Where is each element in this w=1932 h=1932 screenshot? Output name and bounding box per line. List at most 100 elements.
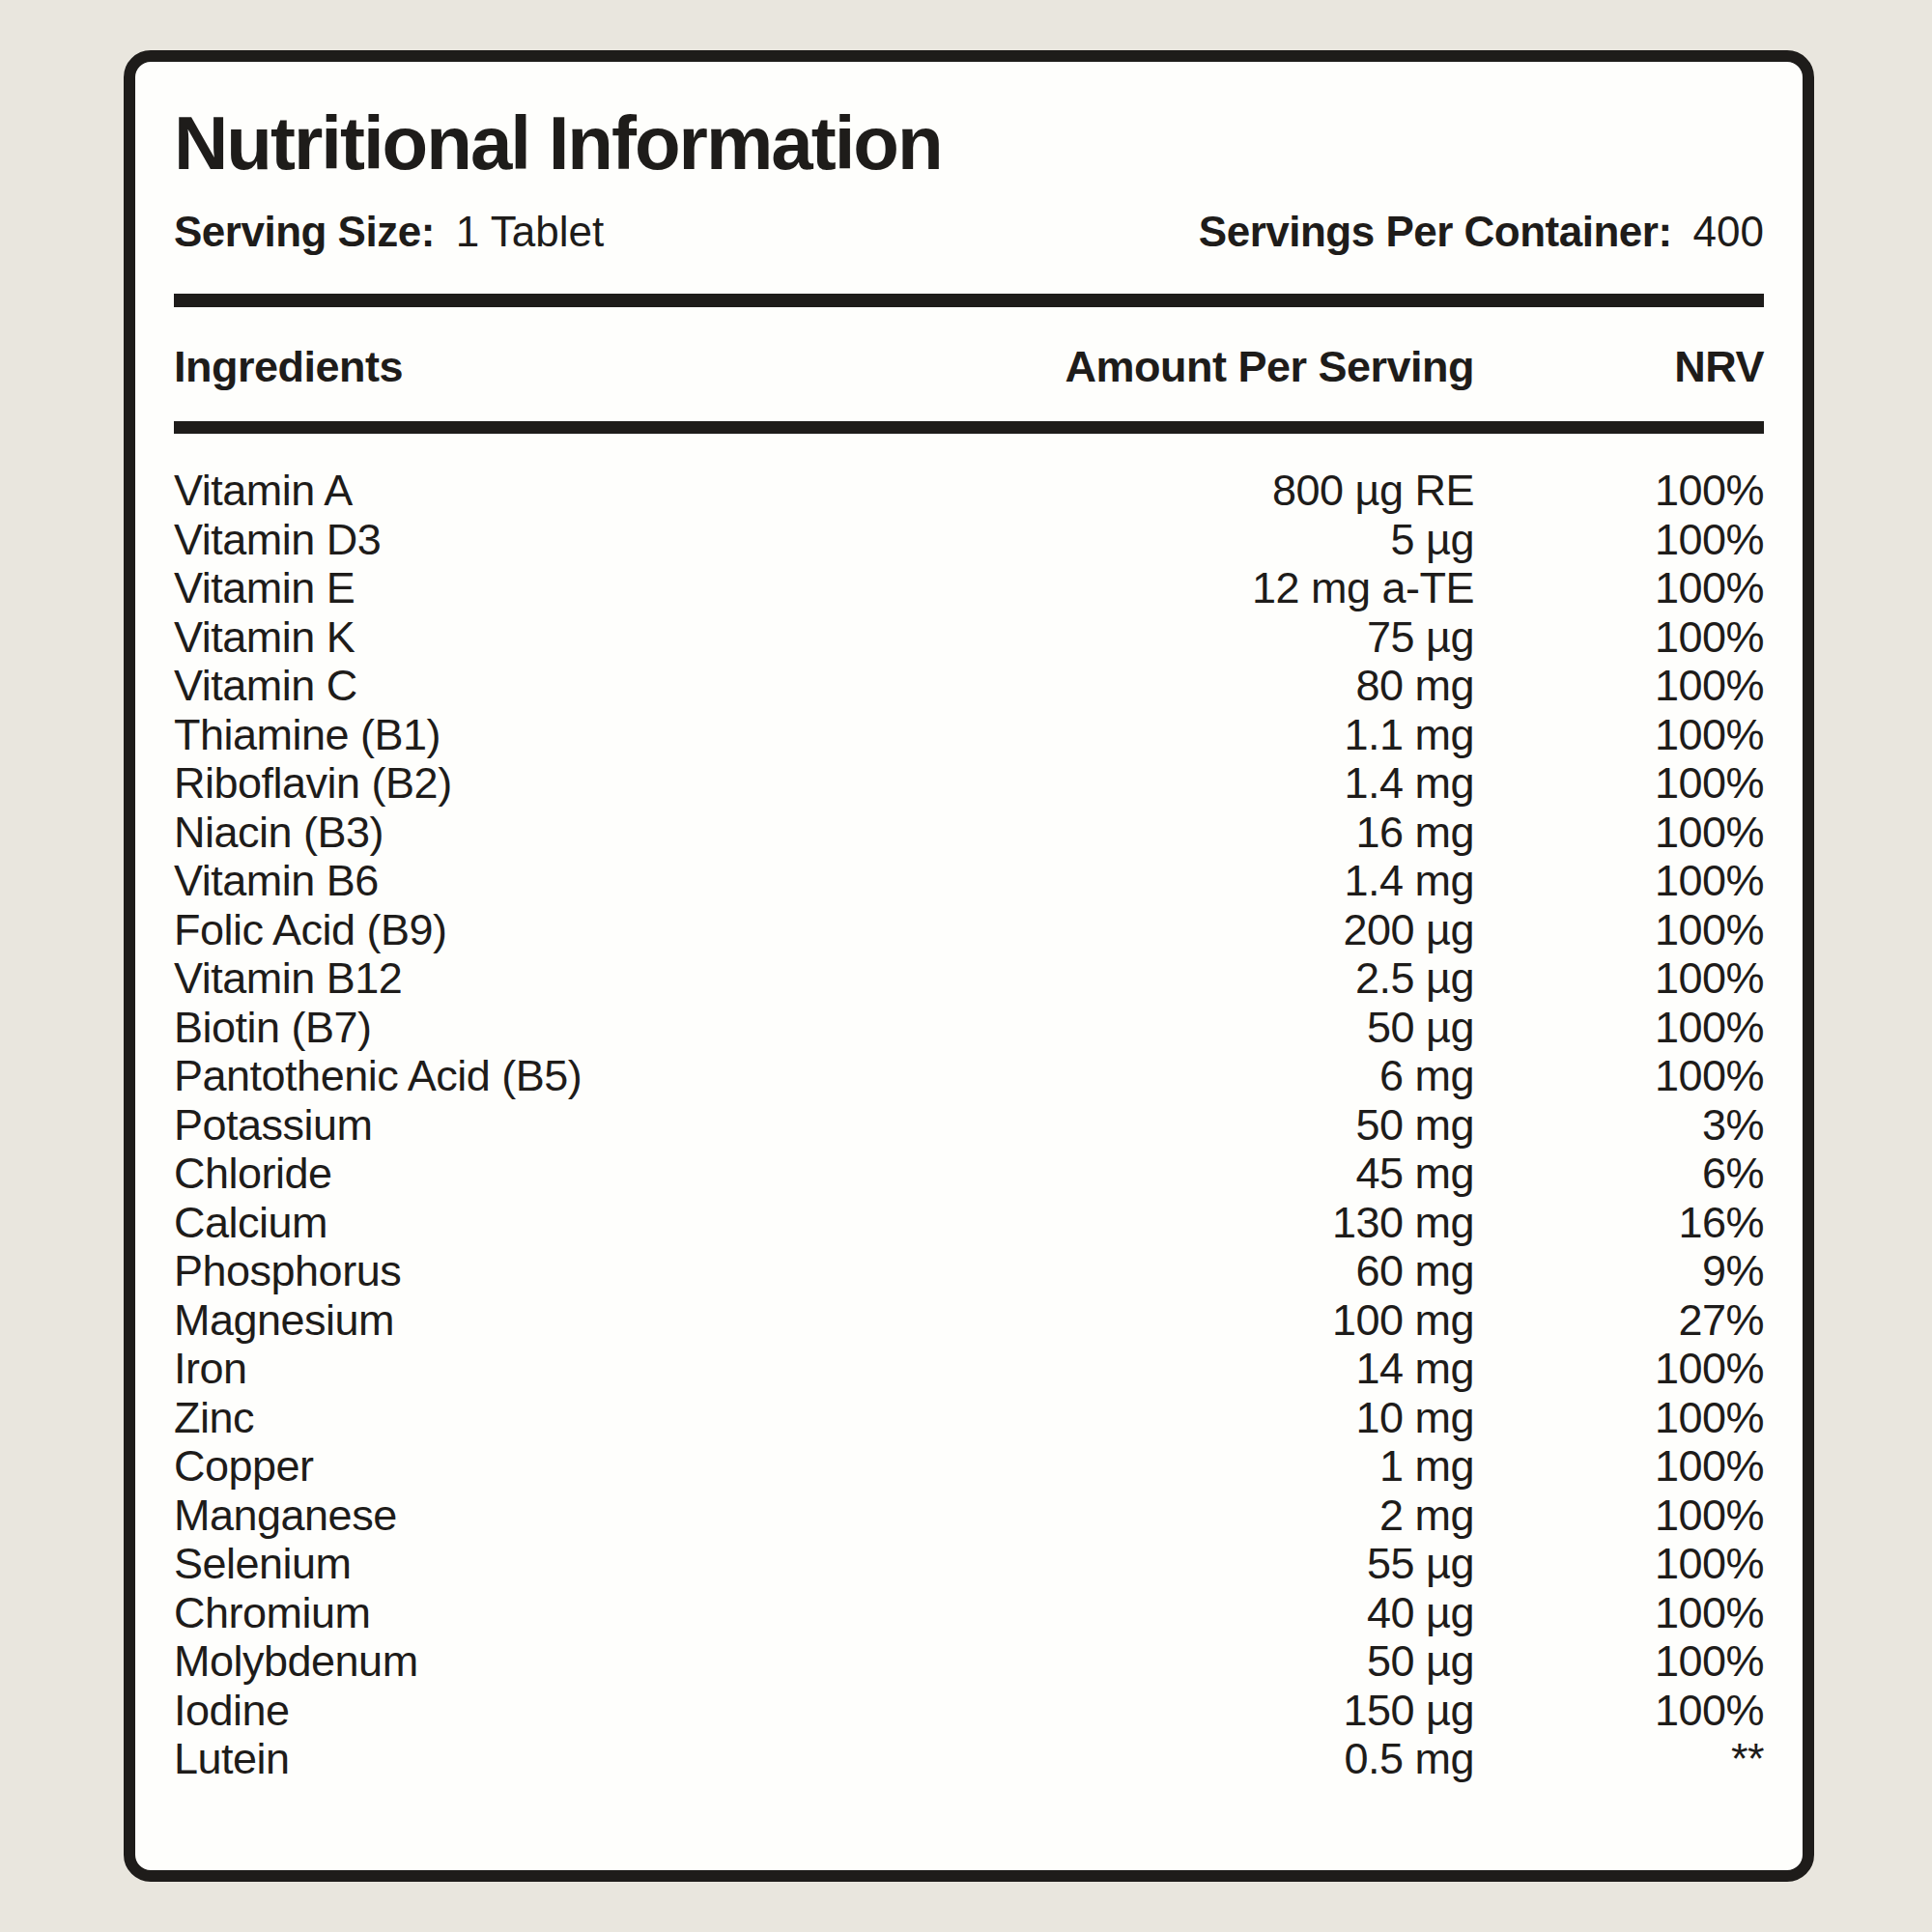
ingredient-name: Manganese	[174, 1492, 1379, 1541]
ingredient-nrv: 100%	[1474, 1345, 1764, 1394]
ingredient-nrv: **	[1474, 1735, 1764, 1784]
ingredient-amount: 50 µg	[1367, 1004, 1474, 1053]
ingredient-name: Zinc	[174, 1394, 1355, 1443]
ingredient-name: Vitamin C	[174, 662, 1355, 711]
ingredient-name: Vitamin B12	[174, 954, 1355, 1004]
column-header-divider	[174, 421, 1764, 434]
ingredient-nrv: 100%	[1474, 1637, 1764, 1687]
ingredient-amount: 40 µg	[1367, 1589, 1474, 1638]
ingredient-nrv: 100%	[1474, 1589, 1764, 1638]
ingredient-name: Selenium	[174, 1540, 1367, 1589]
table-row: Vitamin D3 5 µg 100%	[174, 516, 1764, 565]
ingredient-name: Vitamin D3	[174, 516, 1391, 565]
ingredient-nrv: 100%	[1474, 1394, 1764, 1443]
ingredient-name: Folic Acid (B9)	[174, 906, 1343, 955]
table-row: Biotin (B7) 50 µg 100%	[174, 1004, 1764, 1053]
ingredient-nrv: 100%	[1474, 467, 1764, 516]
ingredient-name: Vitamin B6	[174, 857, 1344, 906]
table-row: Vitamin C 80 mg 100%	[174, 662, 1764, 711]
ingredient-nrv: 100%	[1474, 1004, 1764, 1053]
table-row: Folic Acid (B9) 200 µg 100%	[174, 906, 1764, 955]
table-row: Vitamin B12 2.5 µg 100%	[174, 954, 1764, 1004]
table-row: Phosphorus 60 mg 9%	[174, 1247, 1764, 1296]
ingredient-amount: 50 µg	[1367, 1637, 1474, 1687]
ingredient-nrv: 100%	[1474, 1540, 1764, 1589]
ingredient-nrv: 100%	[1474, 1687, 1764, 1736]
ingredient-name: Phosphorus	[174, 1247, 1355, 1296]
ingredient-nrv: 100%	[1474, 759, 1764, 809]
column-header-nrv: NRV	[1474, 342, 1764, 392]
serving-size-value: 1 Tablet	[456, 208, 604, 255]
table-row: Chromium 40 µg 100%	[174, 1589, 1764, 1638]
table-row: Riboflavin (B2) 1.4 mg 100%	[174, 759, 1764, 809]
ingredient-nrv: 100%	[1474, 857, 1764, 906]
ingredient-nrv: 100%	[1474, 1492, 1764, 1541]
ingredient-amount: 130 mg	[1332, 1199, 1474, 1248]
nutrition-label-card: Nutritional Information Serving Size:1 T…	[124, 50, 1814, 1882]
header-divider	[174, 294, 1764, 307]
ingredient-nrv: 100%	[1474, 954, 1764, 1004]
ingredient-name: Niacin (B3)	[174, 809, 1355, 858]
table-row: Chloride 45 mg 6%	[174, 1150, 1764, 1199]
ingredient-nrv: 100%	[1474, 1442, 1764, 1492]
ingredient-nrv: 100%	[1474, 711, 1764, 760]
ingredient-name: Vitamin A	[174, 467, 1272, 516]
ingredient-name: Thiamine (B1)	[174, 711, 1344, 760]
table-row: Iron 14 mg 100%	[174, 1345, 1764, 1394]
ingredient-nrv: 16%	[1474, 1199, 1764, 1248]
ingredient-amount: 16 mg	[1355, 809, 1474, 858]
table-row: Vitamin E 12 mg a-TE 100%	[174, 564, 1764, 613]
ingredient-amount: 14 mg	[1355, 1345, 1474, 1394]
ingredient-name: Riboflavin (B2)	[174, 759, 1344, 809]
ingredient-amount: 200 µg	[1343, 906, 1474, 955]
table-row: Thiamine (B1) 1.1 mg 100%	[174, 711, 1764, 760]
ingredient-name: Chromium	[174, 1589, 1367, 1638]
table-row: Manganese 2 mg 100%	[174, 1492, 1764, 1541]
ingredient-amount: 55 µg	[1367, 1540, 1474, 1589]
ingredient-nrv: 100%	[1474, 516, 1764, 565]
ingredient-nrv: 100%	[1474, 613, 1764, 663]
table-row: Niacin (B3) 16 mg 100%	[174, 809, 1764, 858]
ingredient-name: Vitamin K	[174, 613, 1367, 663]
ingredient-nrv: 100%	[1474, 564, 1764, 613]
ingredient-name: Potassium	[174, 1101, 1355, 1151]
servings-per-container-group: Servings Per Container:400	[1199, 209, 1764, 255]
ingredient-nrv: 6%	[1474, 1150, 1764, 1199]
ingredient-amount: 60 mg	[1355, 1247, 1474, 1296]
servings-per-container-value: 400	[1693, 208, 1764, 255]
ingredient-amount: 800 µg RE	[1272, 467, 1474, 516]
ingredient-amount: 50 mg	[1355, 1101, 1474, 1151]
ingredient-nrv: 3%	[1474, 1101, 1764, 1151]
ingredient-name: Copper	[174, 1442, 1379, 1492]
ingredient-amount: 45 mg	[1355, 1150, 1474, 1199]
table-row: Iodine 150 µg 100%	[174, 1687, 1764, 1736]
ingredient-amount: 2 mg	[1379, 1492, 1474, 1541]
table-row: Vitamin K 75 µg 100%	[174, 613, 1764, 663]
table-row: Vitamin A 800 µg RE 100%	[174, 467, 1764, 516]
ingredient-name: Chloride	[174, 1150, 1355, 1199]
table-row: Lutein 0.5 mg **	[174, 1735, 1764, 1784]
ingredient-name: Biotin (B7)	[174, 1004, 1367, 1053]
ingredient-name: Iodine	[174, 1687, 1343, 1736]
ingredient-amount: 1.4 mg	[1344, 857, 1474, 906]
ingredient-nrv: 100%	[1474, 662, 1764, 711]
ingredient-name: Iron	[174, 1345, 1355, 1394]
ingredient-amount: 100 mg	[1332, 1296, 1474, 1346]
page-title: Nutritional Information	[174, 104, 1764, 184]
table-row: Magnesium 100 mg 27%	[174, 1296, 1764, 1346]
ingredient-amount: 75 µg	[1367, 613, 1474, 663]
serving-size-group: Serving Size:1 Tablet	[174, 209, 604, 255]
ingredient-rows: Vitamin A 800 µg RE 100% Vitamin D3 5 µg…	[174, 467, 1764, 1784]
ingredient-amount: 1.1 mg	[1344, 711, 1474, 760]
ingredient-amount: 80 mg	[1355, 662, 1474, 711]
table-row: Vitamin B6 1.4 mg 100%	[174, 857, 1764, 906]
ingredient-nrv: 27%	[1474, 1296, 1764, 1346]
table-row: Potassium 50 mg 3%	[174, 1101, 1764, 1151]
ingredient-amount: 6 mg	[1379, 1052, 1474, 1101]
table-row: Zinc 10 mg 100%	[174, 1394, 1764, 1443]
ingredient-name: Pantothenic Acid (B5)	[174, 1052, 1379, 1101]
table-row: Pantothenic Acid (B5) 6 mg 100%	[174, 1052, 1764, 1101]
table-row: Copper 1 mg 100%	[174, 1442, 1764, 1492]
table-row: Molybdenum 50 µg 100%	[174, 1637, 1764, 1687]
ingredient-nrv: 9%	[1474, 1247, 1764, 1296]
